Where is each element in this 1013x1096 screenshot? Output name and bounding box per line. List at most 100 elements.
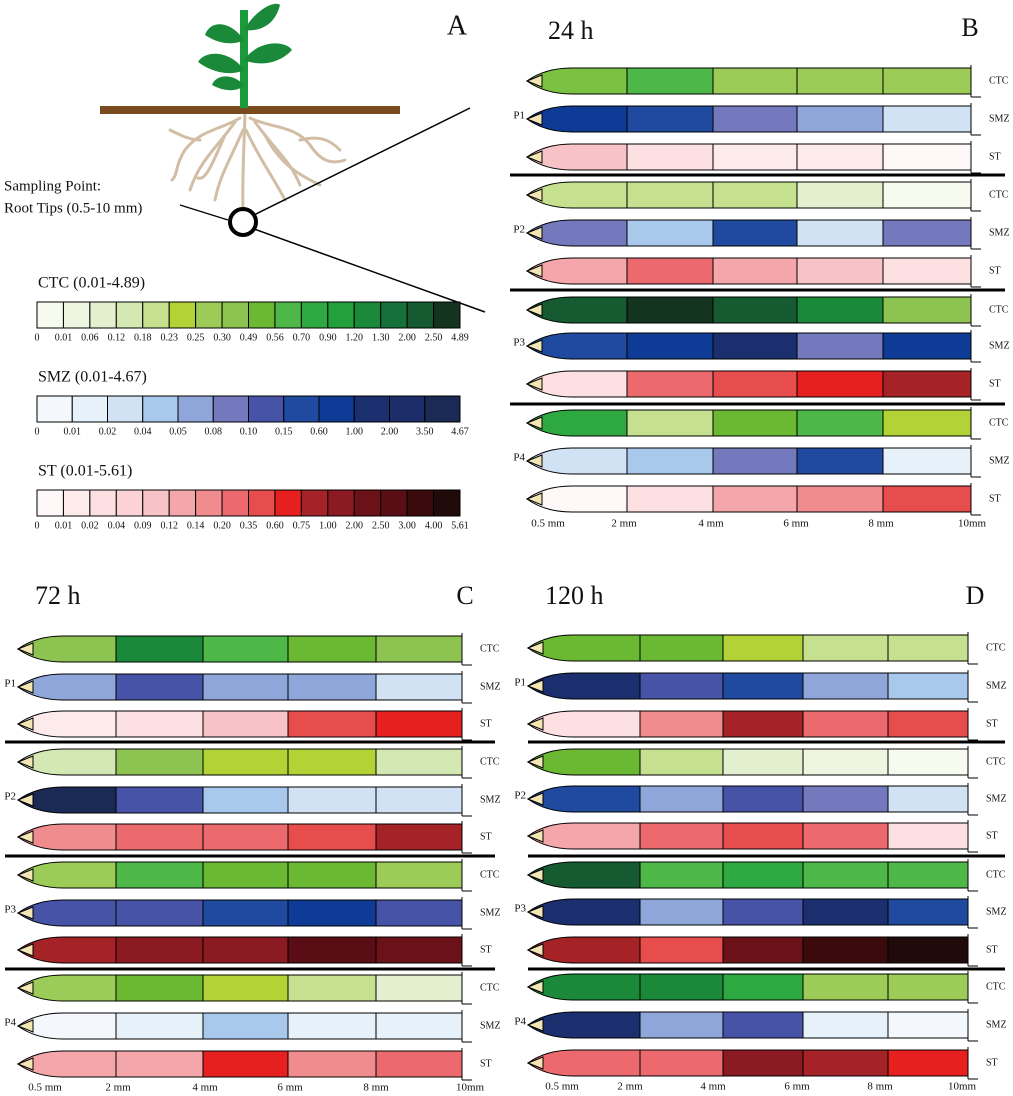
root-segment (375, 861, 463, 889)
compound-label: CTC (480, 756, 500, 767)
compound-label: CTC (480, 869, 500, 880)
root-segment (796, 370, 884, 398)
compound-label: ST (989, 265, 1001, 276)
legend-swatch (221, 301, 249, 329)
plant-label: P1 (4, 678, 16, 690)
root-segment (202, 823, 289, 851)
legend-swatch (142, 301, 170, 329)
root-cap (16, 642, 34, 656)
root-segment (287, 974, 377, 1002)
legend-tick-label: 0.01 (64, 426, 82, 437)
root-segment (115, 673, 204, 701)
legend-swatch (177, 395, 214, 423)
compound-label: SMZ (986, 680, 1007, 691)
root-cap (525, 226, 543, 240)
plant-label: P3 (4, 904, 16, 916)
legend-swatch (62, 301, 91, 329)
compound-label: CTC (989, 304, 1009, 315)
legend-tick-label: 0.14 (187, 520, 205, 531)
root-tip-segment (527, 710, 641, 738)
root-segment (626, 143, 714, 171)
legend-tick-label: 2.00 (398, 332, 416, 343)
root-segment (287, 1050, 377, 1078)
legend-tick-label: 1.20 (346, 332, 364, 343)
root-segment (882, 447, 972, 475)
root-segment (626, 370, 714, 398)
legend-swatch (115, 301, 144, 329)
legend-tick-label: 0.15 (275, 426, 293, 437)
root-segment (882, 143, 972, 171)
root-cap (525, 112, 543, 126)
legend-swatch (327, 301, 355, 329)
plant-label: P3 (514, 903, 526, 915)
root-cap (526, 1018, 544, 1032)
root-tip-segment (527, 785, 641, 813)
root-cap (16, 1019, 34, 1033)
root-segment (882, 257, 972, 285)
compound-label: CTC (986, 869, 1006, 880)
root-segment (287, 635, 377, 663)
legend-swatch (221, 489, 249, 517)
root-segment (796, 219, 884, 247)
root-segment (712, 105, 798, 133)
legend-tick-label: 0.70 (293, 332, 311, 343)
legend-swatch (318, 395, 355, 423)
root-segment (626, 296, 714, 324)
root-segment (115, 899, 204, 927)
legend-tick-label: 0.10 (240, 426, 258, 437)
legend-tick-label: 0.23 (160, 332, 178, 343)
legend-swatch (195, 489, 223, 517)
root-segment (712, 67, 798, 95)
root-segment (796, 409, 884, 437)
legend-swatch (353, 395, 390, 423)
legend-tick-label: 0.75 (293, 520, 311, 531)
root-segment (722, 748, 804, 776)
legend-tick-label: 2.50 (372, 520, 390, 531)
legend-title: ST (0.01-5.61) (38, 463, 132, 480)
root-segment (287, 823, 377, 851)
root-segment (626, 219, 714, 247)
root-cap (16, 793, 34, 807)
legend-tick-label: 2.00 (346, 520, 364, 531)
root-segment (115, 710, 204, 738)
root-segment (796, 447, 884, 475)
root-segment (375, 635, 463, 663)
root-segment (882, 409, 972, 437)
legend-swatch (433, 489, 461, 517)
compound-label: ST (480, 831, 492, 842)
plant-label: P4 (514, 1016, 526, 1028)
root-segment (802, 822, 889, 850)
root-segment (802, 710, 889, 738)
root-segment (887, 1011, 969, 1039)
legend-swatch (283, 395, 320, 423)
axis-label: 8 mm (867, 1081, 893, 1093)
axis-label: 8 mm (363, 1082, 389, 1094)
legend-tick-label: 0.02 (81, 520, 99, 531)
root-tip-segment (527, 672, 641, 700)
root-tip-segment (527, 822, 641, 850)
legend-title: CTC (0.01-4.89) (38, 275, 145, 292)
root-segment (202, 899, 289, 927)
legend-swatch (353, 301, 382, 329)
axis-label: 4 mm (192, 1082, 218, 1094)
root-segment (639, 936, 724, 964)
legend-tick-label: 0.60 (266, 520, 284, 531)
sampling-label: Sampling Point: (4, 178, 101, 194)
legend-tick-label: 0.90 (319, 332, 337, 343)
compound-label: SMZ (989, 340, 1010, 351)
root-cap (526, 980, 544, 994)
root-tip-segment (527, 1049, 641, 1077)
root-tip-segment (527, 861, 641, 889)
root-segment (722, 898, 804, 926)
root-segment (202, 861, 289, 889)
compound-label: CTC (480, 643, 500, 654)
legend-tick-label: 0.01 (55, 332, 73, 343)
root-segment (639, 1011, 724, 1039)
legend-swatch (380, 489, 408, 517)
root-cap (526, 679, 544, 693)
legend-swatch (300, 301, 329, 329)
root-segment (882, 332, 972, 360)
legend-swatch (327, 489, 355, 517)
plant-label: P2 (514, 790, 526, 802)
